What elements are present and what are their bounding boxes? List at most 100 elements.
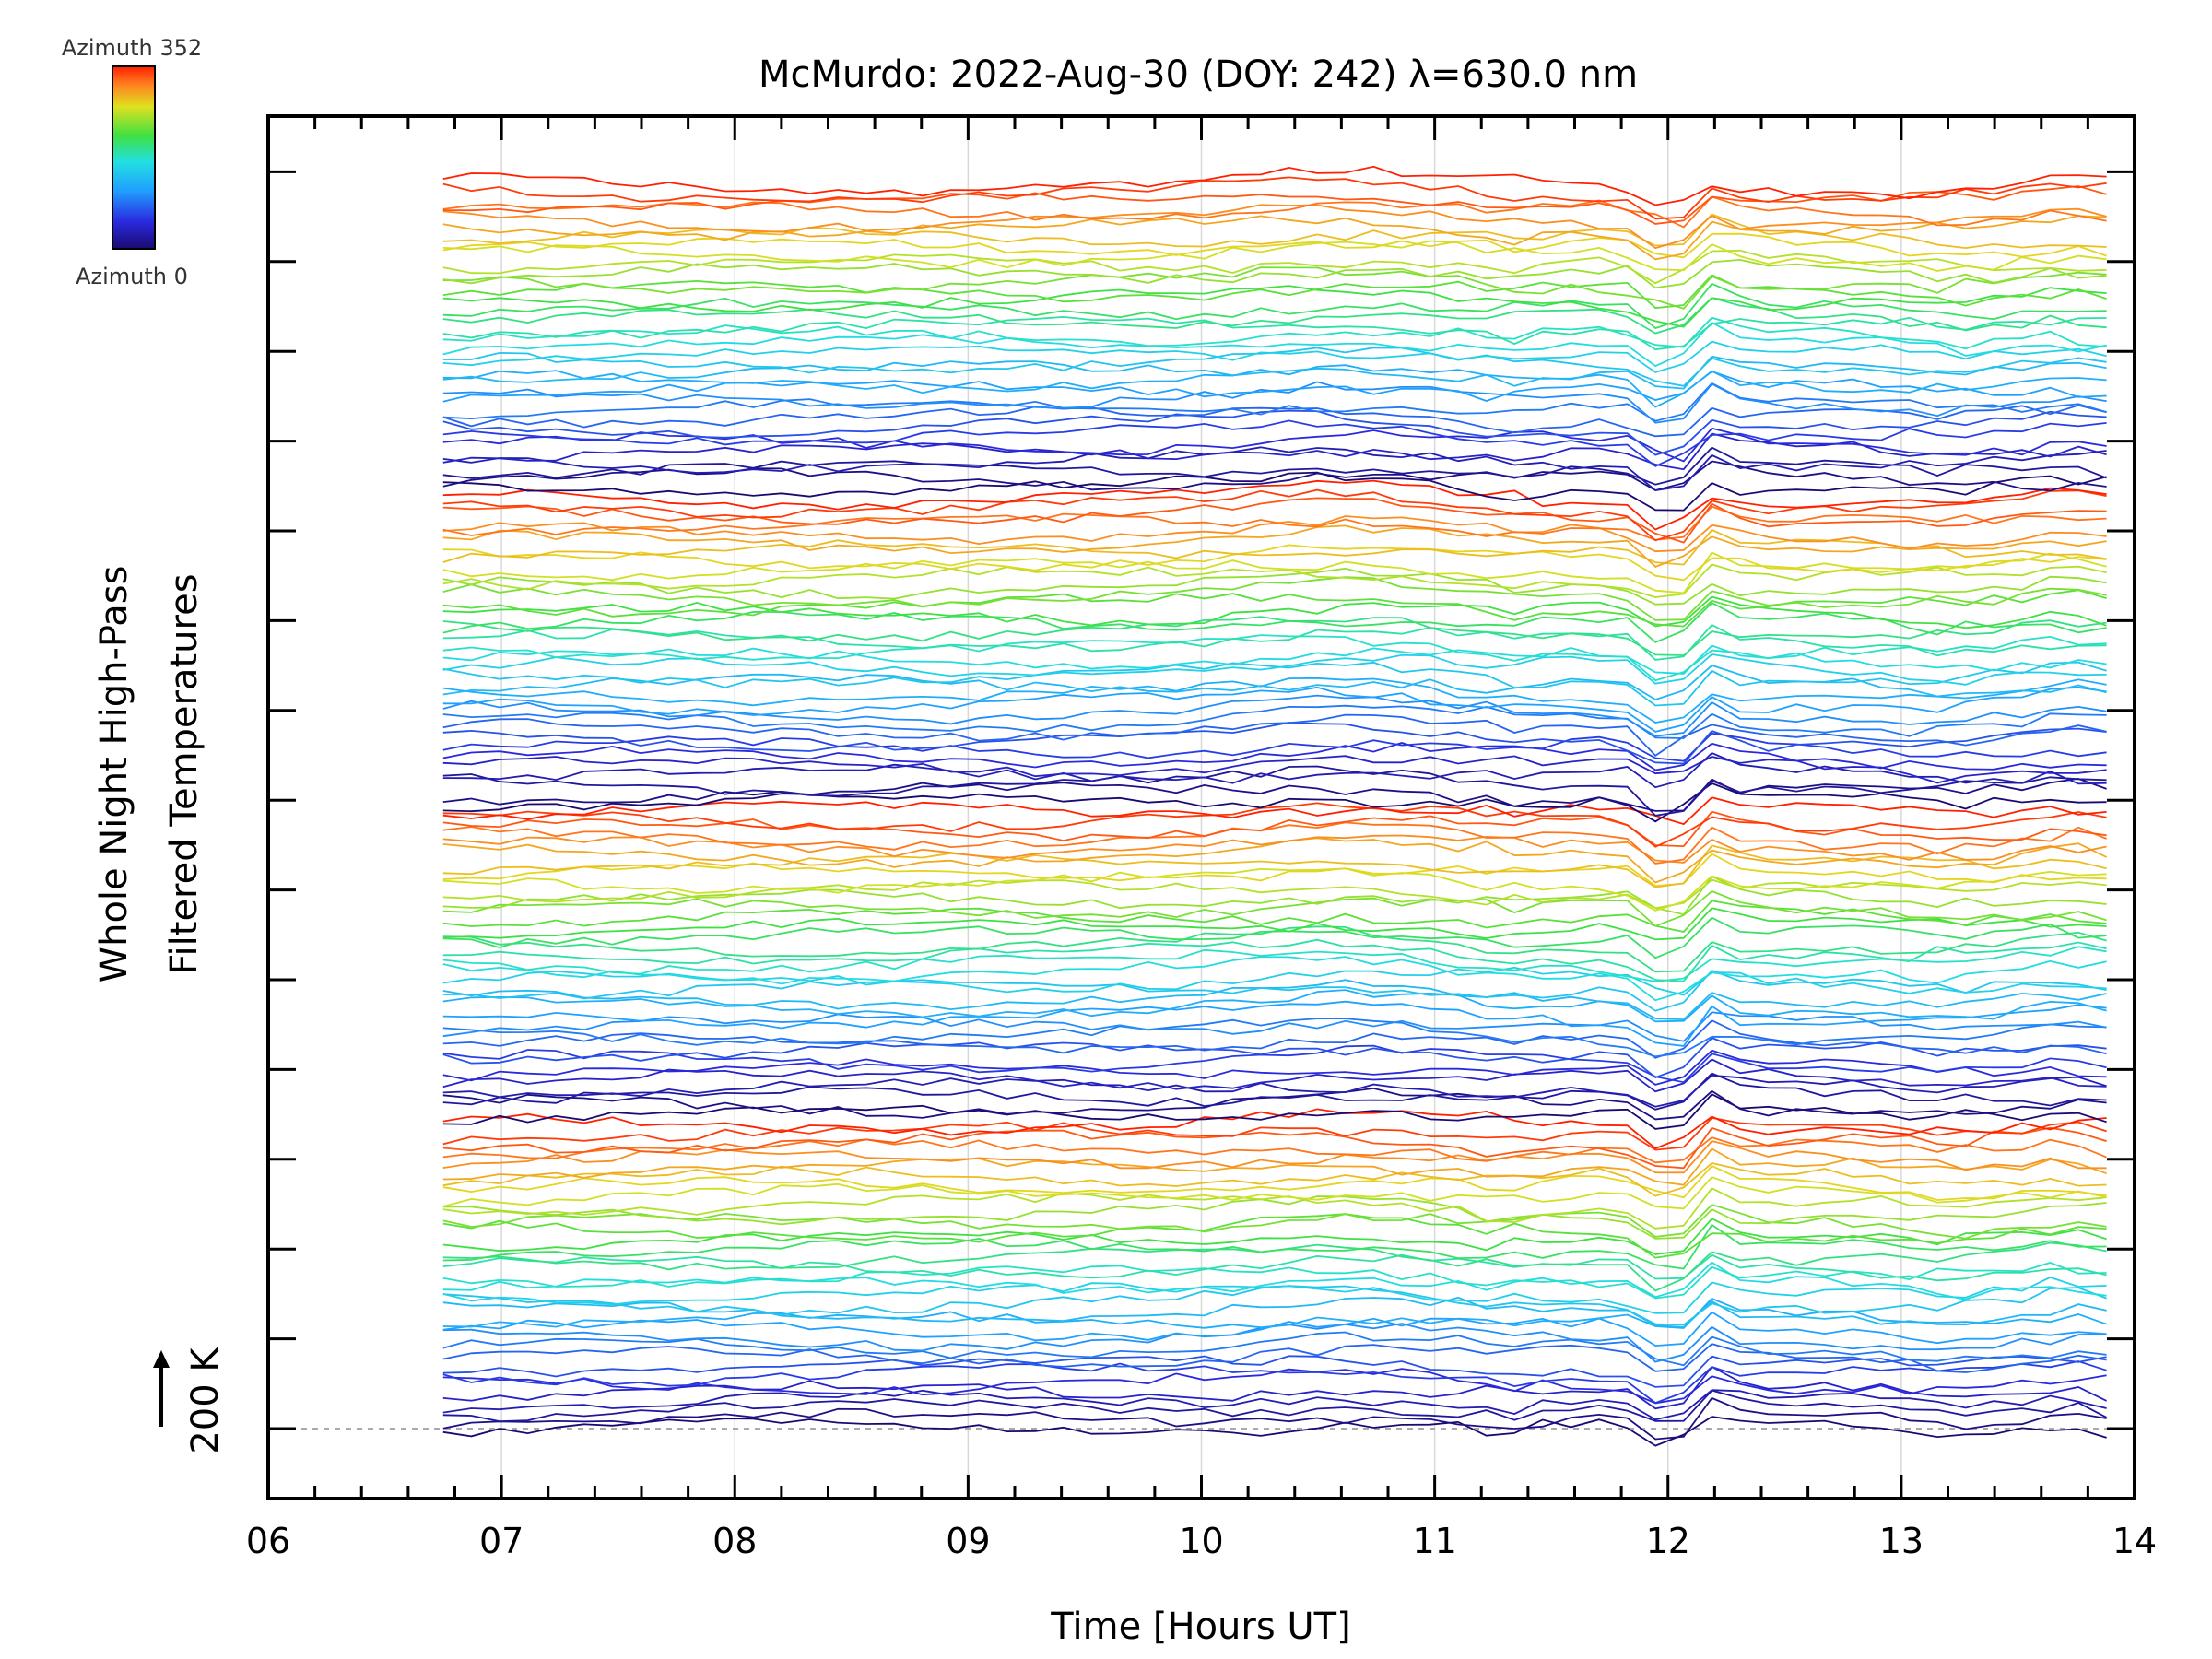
- series-line: [442, 204, 2107, 250]
- series-line: [442, 528, 2107, 566]
- series-line: [442, 742, 2107, 771]
- series-line: [442, 989, 2107, 1023]
- series-line: [442, 1116, 2107, 1151]
- series-line: [442, 664, 2107, 700]
- series-line: [442, 1136, 2107, 1164]
- series-line: [442, 1147, 2107, 1186]
- x-tick-label: 13: [1879, 1521, 1924, 1561]
- series-line: [442, 810, 2107, 848]
- chart-title: McMurdo: 2022-Aug-30 (DOY: 242) λ=630.0 …: [759, 53, 1638, 96]
- series-line: [442, 1262, 2107, 1300]
- series-line: [442, 524, 2107, 568]
- colorbar-top-label: Azimuth 352: [62, 35, 202, 61]
- series-line: [442, 677, 2107, 724]
- x-tick-label: 06: [246, 1521, 290, 1561]
- series-line: [442, 796, 2107, 826]
- series-line: [442, 1037, 2107, 1079]
- series-line: [442, 713, 2107, 757]
- series-line: [442, 165, 2107, 206]
- series-line: [442, 427, 2107, 463]
- x-tick-label: 10: [1179, 1521, 1223, 1561]
- series-line: [442, 1195, 2107, 1240]
- series-line: [442, 755, 2107, 784]
- series-line: [442, 285, 2107, 328]
- series-line: [442, 844, 2107, 888]
- series-line: [442, 1285, 2107, 1326]
- series-line: [442, 802, 2107, 848]
- x-tick-label: 07: [479, 1521, 524, 1561]
- series-line: [442, 704, 2107, 739]
- series-line: [442, 446, 2107, 492]
- series-line: [442, 1416, 2107, 1447]
- x-tick-label: 12: [1646, 1521, 1690, 1561]
- scale-bar-label: 200 K: [184, 1347, 227, 1454]
- series-line: [442, 544, 2107, 582]
- series-line: [442, 969, 2107, 1012]
- series-line: [442, 722, 2107, 765]
- x-tick-labels: 06 07 08 09 10 11 12 13 14: [246, 1521, 2157, 1561]
- series-line: [442, 821, 2107, 865]
- series-line: [442, 404, 2107, 438]
- ticks: [266, 116, 2136, 1499]
- series-line: [442, 1072, 2107, 1111]
- series-line: [442, 274, 2107, 310]
- series-line: [442, 1296, 2107, 1328]
- series-line: [442, 195, 2107, 229]
- series-line: [442, 1355, 2107, 1388]
- series-line: [442, 1223, 2107, 1270]
- series-line: [442, 732, 2107, 762]
- colorbar: Azimuth 352 Azimuth 0: [62, 35, 202, 289]
- series-line: [442, 382, 2107, 422]
- series-line: [442, 249, 2107, 285]
- series-line: [442, 446, 2107, 486]
- series-line: [442, 938, 2107, 982]
- scale-bar-arrow-icon: [153, 1350, 170, 1368]
- series-line: [442, 589, 2107, 628]
- colorbar-bottom-label: Azimuth 0: [76, 264, 188, 289]
- series-line: [442, 505, 2107, 541]
- series-line: [442, 479, 2107, 531]
- x-axis-title: Time [Hours UT]: [1050, 1606, 1350, 1648]
- series-line: [442, 1044, 2107, 1084]
- series-line: [442, 1331, 2107, 1367]
- series-line: [442, 340, 2107, 373]
- series-line: [442, 321, 2107, 368]
- series-line: [442, 1018, 2107, 1058]
- x-tick-label: 11: [1412, 1521, 1456, 1561]
- series-line: [442, 966, 2107, 996]
- series-line: [442, 1000, 2107, 1047]
- series-line: [442, 1360, 2107, 1405]
- series-line: [442, 853, 2107, 888]
- series-line: [442, 497, 2107, 544]
- series-line: [442, 979, 2107, 1021]
- series-line: [442, 601, 2107, 643]
- series-line: [442, 956, 2107, 1002]
- series-line: [442, 316, 2107, 350]
- series-line: [442, 907, 2107, 941]
- series-line: [442, 916, 2107, 959]
- series-line: [442, 595, 2107, 629]
- series-line: [442, 661, 2107, 707]
- series-line: [442, 1187, 2107, 1230]
- series-line: [442, 551, 2107, 594]
- series-line: [442, 1253, 2107, 1282]
- series-line: [442, 875, 2107, 916]
- series-line: [442, 616, 2107, 656]
- series-line: [442, 1396, 2107, 1441]
- series-line: [442, 1261, 2107, 1300]
- series-line: [442, 460, 2107, 492]
- series-line: [442, 266, 2107, 310]
- series-line: [442, 1049, 2107, 1086]
- series-line: [442, 1297, 2107, 1329]
- series-line: [442, 185, 2107, 225]
- series-line: [442, 576, 2107, 621]
- series-line: [442, 1176, 2107, 1210]
- series-line: [442, 1019, 2107, 1059]
- series-line: [442, 409, 2107, 456]
- series-line: [442, 765, 2107, 817]
- series-line: [442, 1389, 2107, 1421]
- series-line: [442, 1126, 2107, 1170]
- series-line: [442, 867, 2107, 912]
- series-line: [442, 1164, 2107, 1201]
